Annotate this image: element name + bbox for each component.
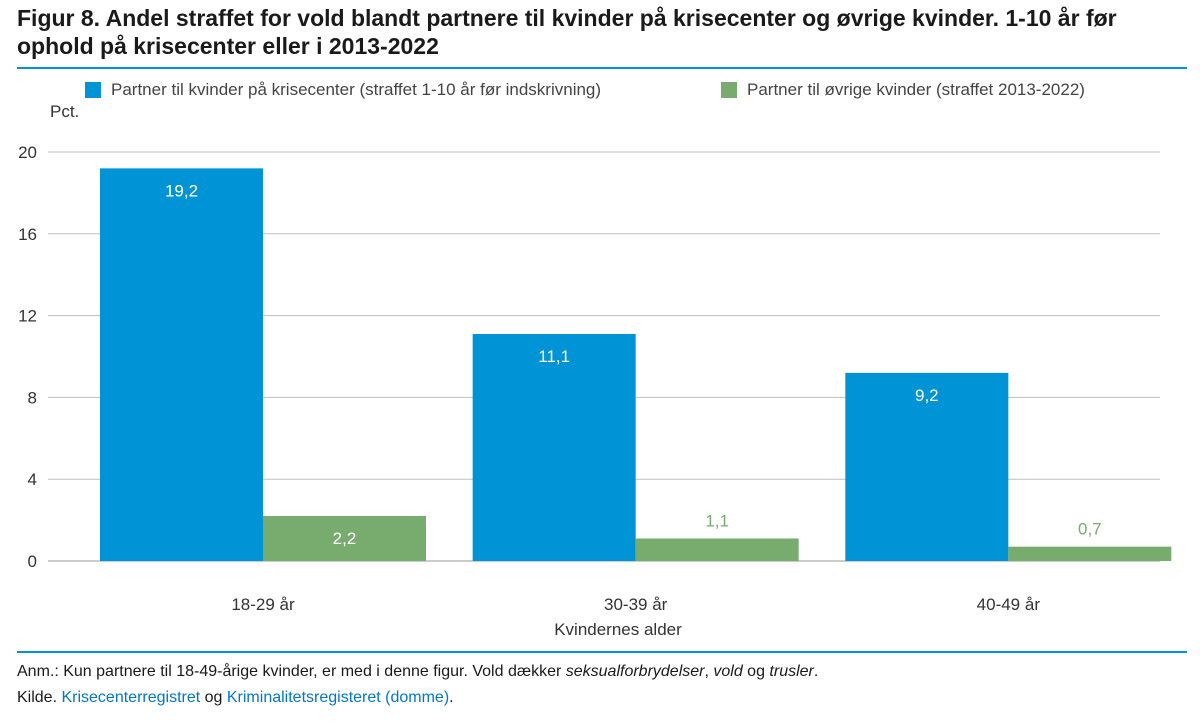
x-tick-label: 30-39 år (604, 595, 668, 614)
note-term-threats: trusler (769, 663, 814, 680)
data-label: 1,1 (705, 512, 729, 531)
x-axis-title: Kvindernes alder (554, 620, 682, 639)
chart-title: Figur 8. Andel straffet for vold blandt … (17, 5, 1117, 59)
source-link-krisecenterregistret[interactable]: Krisecenterregistret (61, 689, 201, 706)
source-text: Kilde. Krisecenterregistret og Kriminali… (17, 687, 454, 709)
y-axis-unit-label: Pct. (50, 102, 80, 121)
y-tick-label: 12 (18, 307, 37, 326)
data-label: 19,2 (165, 181, 198, 200)
y-tick-label: 4 (28, 470, 37, 489)
legend-item-series-2: Partner til øvrige kvinder (straffet 201… (721, 80, 1085, 100)
data-label: 11,1 (538, 347, 570, 366)
data-label: 9,2 (915, 386, 939, 405)
note-sep-1: , (704, 663, 714, 680)
legend-swatch-series-1 (85, 82, 101, 98)
bar-chart: 0 4 8 12 16 20 19,2 2,2 18-29 år 11,1 1,1 30-39 år 9… (18, 143, 1172, 639)
bar-series-1 (472, 334, 636, 561)
bar-series-2 (263, 516, 426, 561)
y-tick-label: 8 (28, 388, 37, 407)
note-text: Anm.: Kun partnere til 18-49-årige kvind… (17, 661, 818, 683)
title-divider (17, 67, 1187, 69)
y-tick-label: 0 (28, 552, 37, 571)
note-term-sexual-offences: seksualforbrydelser (565, 663, 705, 680)
bar-series-2 (1008, 546, 1172, 561)
legend-label-series-2: Partner til øvrige kvinder (straffet 201… (747, 80, 1085, 99)
source-link-kriminalitetsregisteret[interactable]: Kriminalitetsregisteret (domme) (226, 689, 450, 706)
source-suffix: . (449, 689, 454, 706)
source-middle: og (200, 689, 227, 706)
data-label: 2,2 (333, 529, 357, 548)
source-prefix: Kilde. (17, 689, 62, 706)
note-term-violence: vold (713, 663, 743, 680)
note-sep-2: og (742, 663, 770, 680)
x-tick-label: 40-49 år (977, 595, 1041, 614)
bar-series-1 (845, 372, 1009, 561)
y-tick-label: 16 (18, 225, 37, 244)
legend-label-series-1: Partner til kvinder på krisecenter (stra… (111, 80, 602, 99)
bar-series-1 (100, 168, 263, 562)
note-suffix: . (813, 663, 819, 680)
y-tick-label: 20 (18, 143, 37, 162)
footer-divider (17, 651, 1187, 653)
legend: Partner til kvinder på krisecenter (stra… (0, 80, 1200, 102)
note-prefix: Anm.: Kun partnere til 18-49-årige kvind… (17, 663, 566, 680)
bar-series-2 (635, 538, 799, 561)
legend-item-series-1: Partner til kvinder på krisecenter (stra… (85, 80, 601, 100)
legend-swatch-series-2 (721, 82, 737, 98)
data-label: 0,7 (1078, 520, 1102, 539)
x-tick-label: 18-29 år (231, 595, 295, 614)
